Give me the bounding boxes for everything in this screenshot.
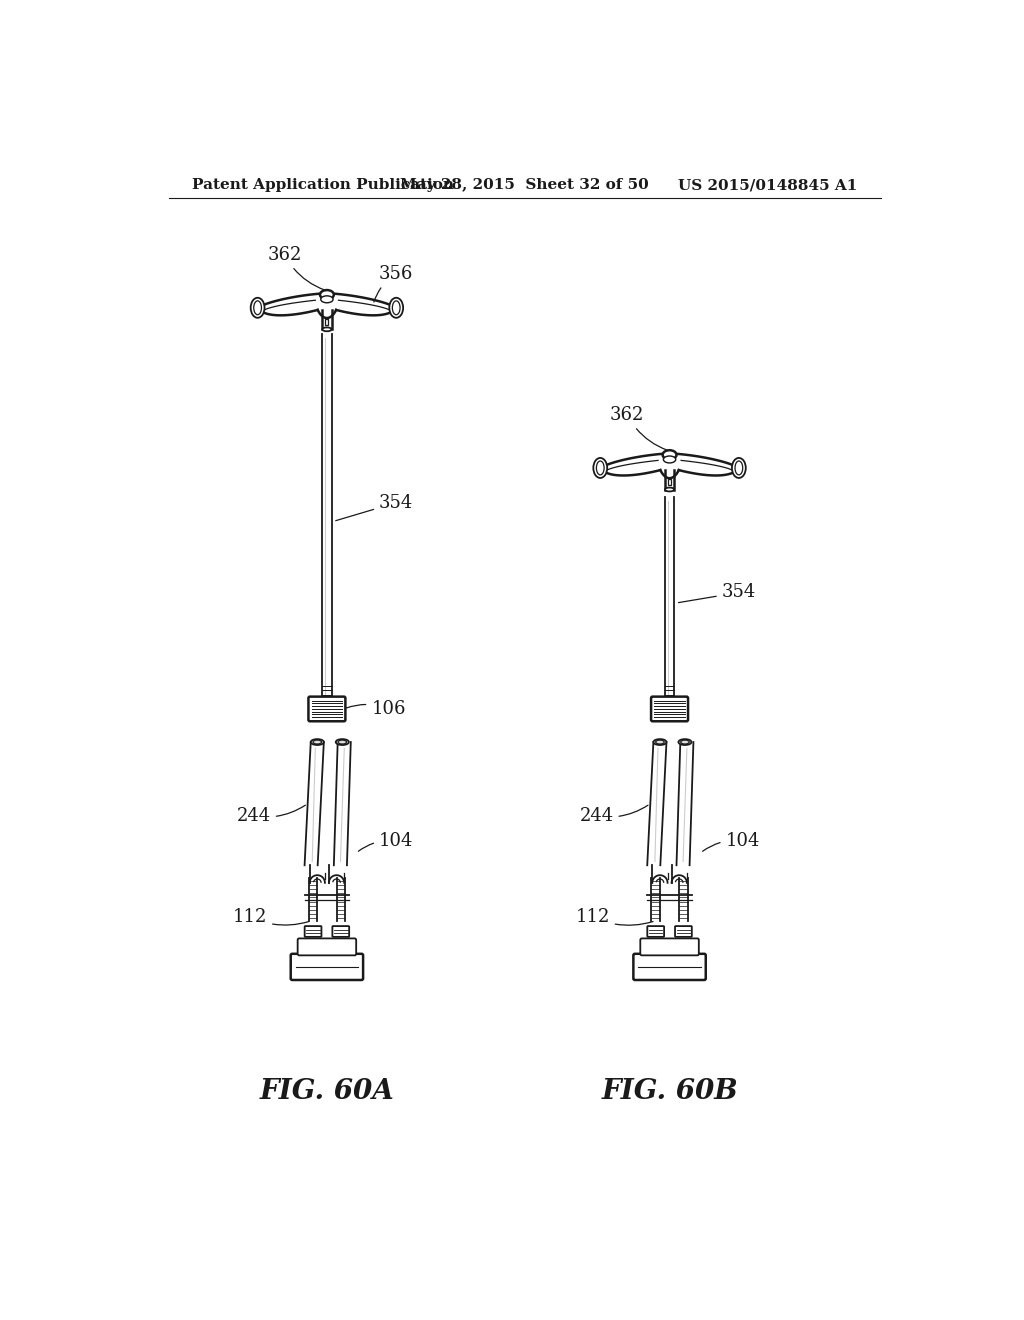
Ellipse shape: [321, 296, 333, 302]
Text: FIG. 60B: FIG. 60B: [601, 1078, 738, 1105]
Ellipse shape: [664, 455, 676, 463]
FancyBboxPatch shape: [308, 697, 345, 721]
Ellipse shape: [732, 458, 745, 478]
FancyBboxPatch shape: [640, 939, 698, 956]
Text: 362: 362: [610, 405, 667, 450]
FancyBboxPatch shape: [291, 954, 364, 979]
FancyBboxPatch shape: [651, 697, 688, 721]
Text: 356: 356: [374, 265, 414, 302]
Ellipse shape: [663, 450, 677, 459]
Ellipse shape: [679, 739, 691, 744]
Text: 362: 362: [267, 246, 325, 290]
Ellipse shape: [319, 290, 334, 300]
Ellipse shape: [665, 487, 674, 491]
Text: Patent Application Publication: Patent Application Publication: [193, 178, 455, 193]
Text: 354: 354: [336, 494, 414, 520]
Ellipse shape: [323, 327, 332, 331]
Ellipse shape: [254, 301, 261, 314]
Text: 104: 104: [358, 832, 414, 851]
Ellipse shape: [392, 301, 400, 314]
FancyBboxPatch shape: [298, 939, 356, 956]
Ellipse shape: [310, 739, 324, 744]
FancyBboxPatch shape: [634, 954, 706, 979]
Ellipse shape: [681, 741, 689, 744]
Text: 112: 112: [575, 908, 653, 925]
Bar: [668, 479, 671, 486]
FancyBboxPatch shape: [333, 927, 349, 937]
Ellipse shape: [338, 741, 346, 744]
FancyBboxPatch shape: [675, 927, 692, 937]
Ellipse shape: [389, 298, 403, 318]
Text: 112: 112: [232, 908, 309, 925]
Text: May 28, 2015  Sheet 32 of 50: May 28, 2015 Sheet 32 of 50: [400, 178, 649, 193]
FancyBboxPatch shape: [305, 927, 322, 937]
Ellipse shape: [655, 741, 665, 744]
Bar: [326, 319, 329, 325]
Ellipse shape: [735, 461, 742, 475]
Ellipse shape: [593, 458, 607, 478]
Text: US 2015/0148845 A1: US 2015/0148845 A1: [678, 178, 857, 193]
Ellipse shape: [313, 741, 322, 744]
Text: 244: 244: [237, 805, 305, 825]
Text: 354: 354: [679, 583, 756, 603]
Text: 244: 244: [580, 805, 648, 825]
Ellipse shape: [336, 739, 349, 744]
FancyBboxPatch shape: [647, 927, 665, 937]
Text: 104: 104: [702, 832, 760, 851]
Ellipse shape: [251, 298, 264, 318]
Ellipse shape: [653, 739, 667, 744]
Text: FIG. 60A: FIG. 60A: [259, 1078, 394, 1105]
Ellipse shape: [596, 461, 604, 475]
Text: 106: 106: [346, 700, 406, 718]
